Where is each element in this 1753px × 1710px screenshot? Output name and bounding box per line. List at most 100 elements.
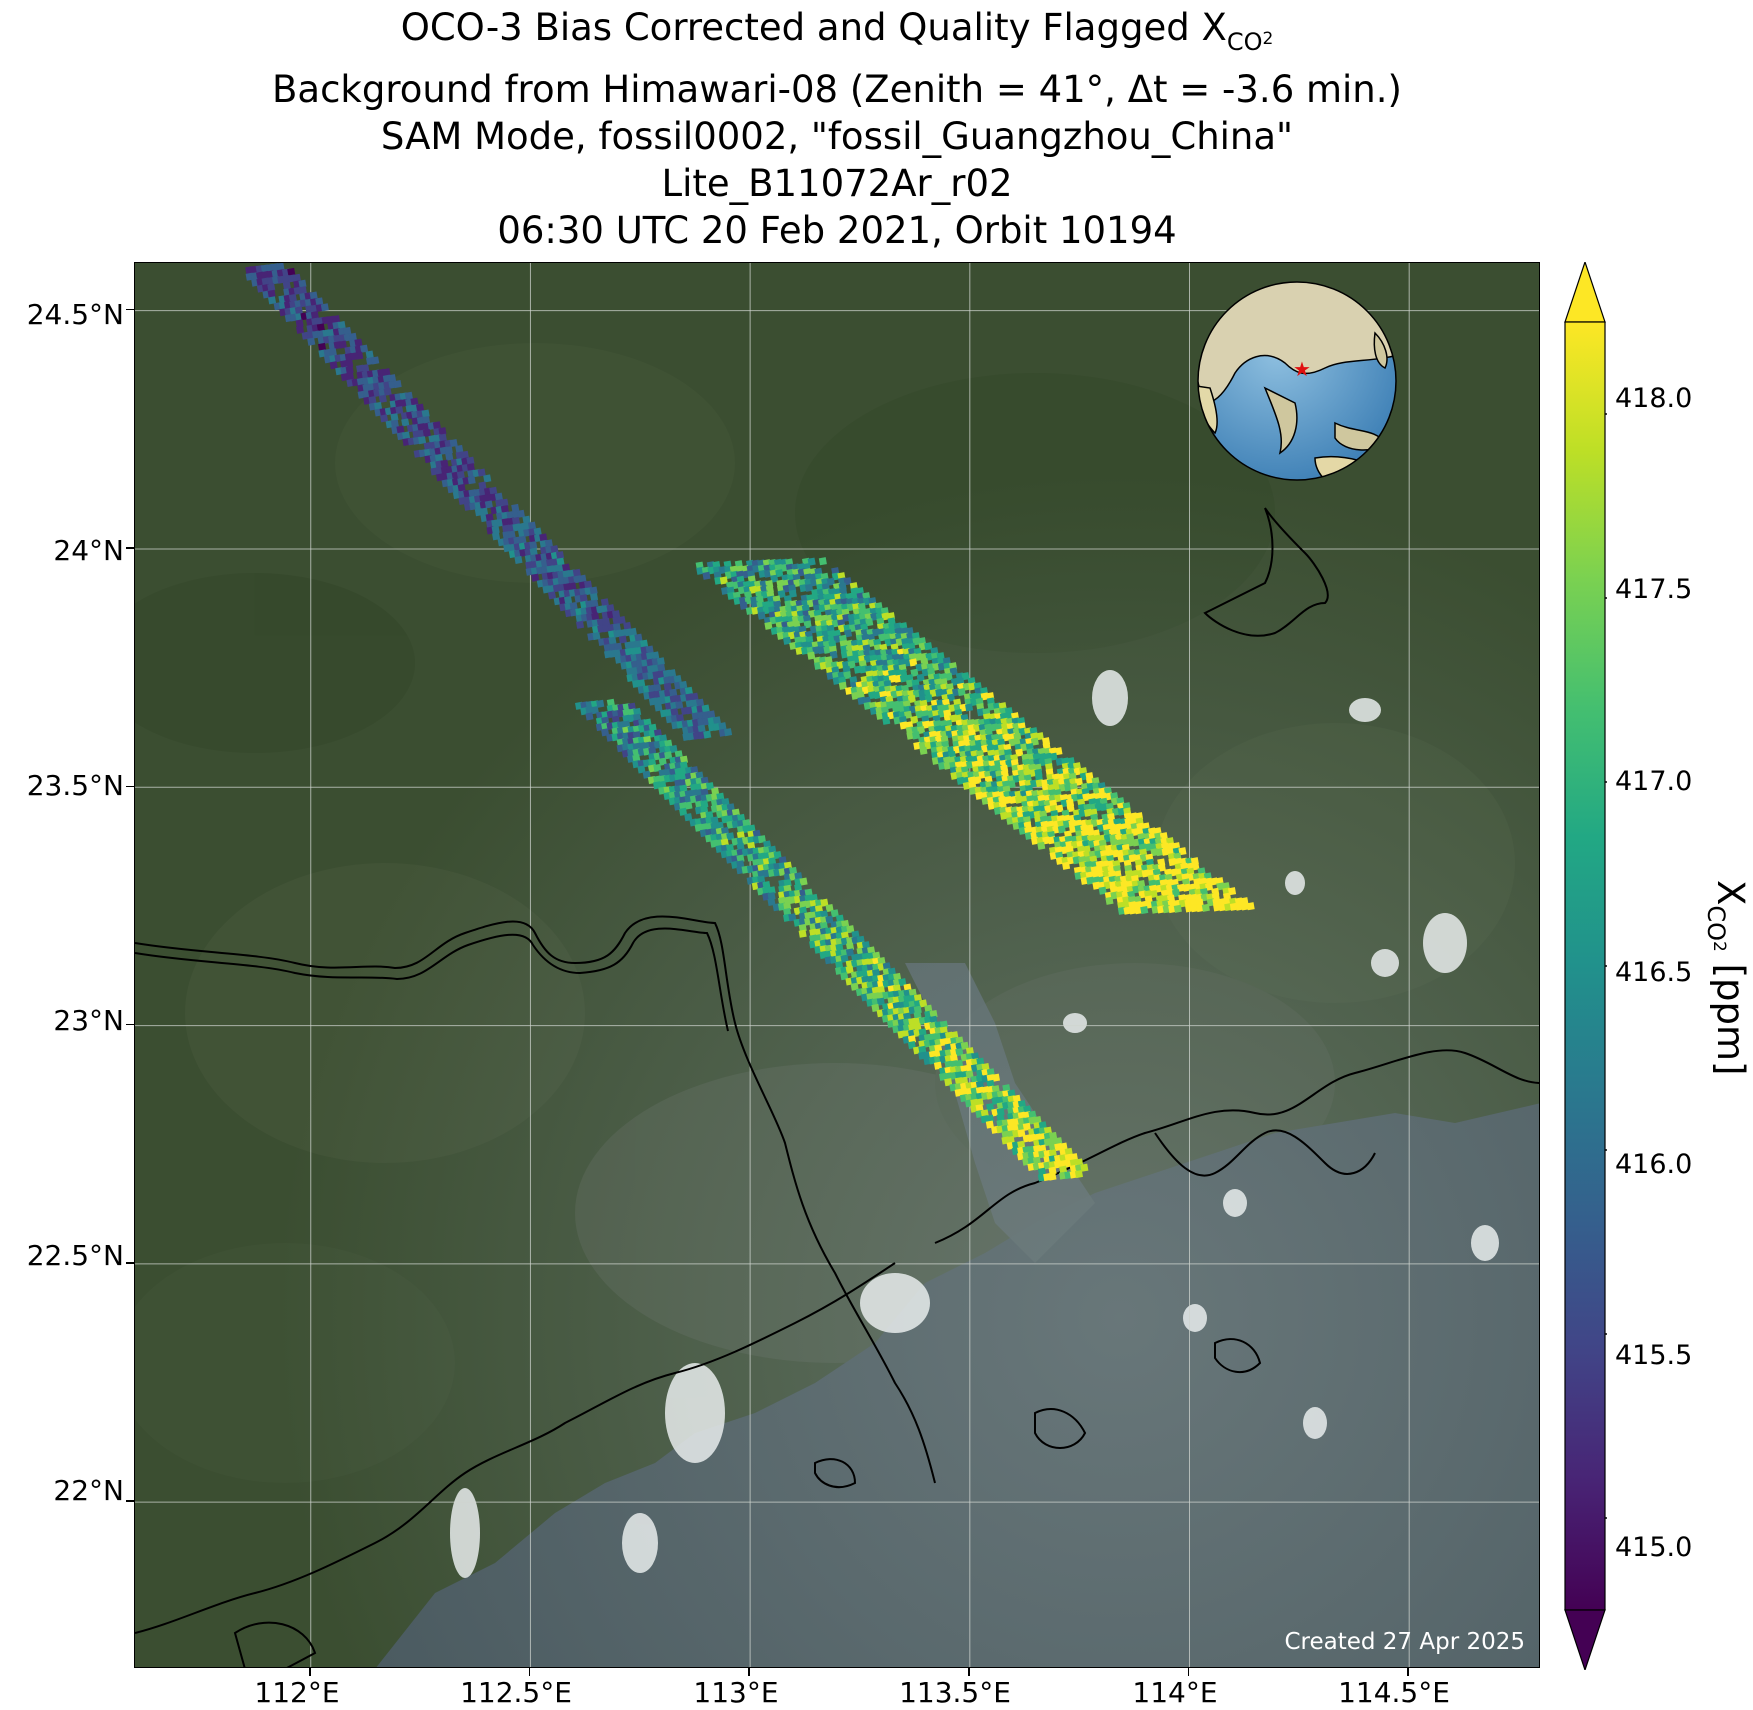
sounding-pixel	[840, 954, 849, 963]
sounding-pixel	[562, 563, 571, 572]
sounding-pixel	[480, 507, 489, 516]
sounding-pixel	[798, 929, 807, 938]
cb-tick-415-5: 415.5	[1615, 1340, 1693, 1371]
sounding-pixel	[670, 708, 679, 717]
sounding-pixel	[466, 463, 475, 472]
sounding-pixel	[957, 687, 966, 697]
y-tick-mark-0	[126, 308, 134, 311]
sounding-pixel	[719, 576, 728, 585]
sounding-pixel	[642, 770, 651, 779]
sounding-pixel	[360, 344, 369, 353]
sounding-pixel	[296, 325, 305, 334]
sounding-pixel	[328, 348, 337, 357]
sounding-pixel	[512, 516, 521, 525]
sounding-pixel	[338, 340, 347, 349]
sounding-pixel	[960, 1041, 969, 1050]
sounding-pixel	[307, 337, 316, 346]
sounding-pixel	[378, 394, 387, 403]
sounding-pixel	[961, 672, 970, 681]
sounding-pixel	[909, 658, 918, 667]
sounding-pixel	[1055, 804, 1064, 813]
sounding-pixel	[596, 699, 605, 708]
title-line-1: OCO-3 Bias Corrected and Quality Flagged…	[400, 6, 1274, 56]
globe-outline	[1197, 281, 1397, 481]
sounding-pixel	[528, 521, 537, 530]
sounding-pixel	[589, 586, 598, 595]
sounding-pixel	[799, 877, 808, 886]
sounding-pixel	[298, 286, 307, 295]
sounding-pixel	[965, 1070, 974, 1079]
sounding-pixel	[1015, 748, 1024, 757]
sounding-pixel	[1037, 841, 1046, 850]
sounding-pixel	[390, 419, 399, 428]
sounding-pixel	[818, 557, 827, 566]
sounding-pixel	[705, 782, 715, 791]
colorbar-extend-top	[1564, 262, 1606, 323]
sounding-pixel	[910, 715, 919, 724]
sounding-pixel	[457, 483, 466, 492]
sounding-pixel	[514, 555, 523, 564]
lat-tick-24: 24°N	[53, 534, 124, 567]
sounding-pixel	[924, 694, 933, 703]
sounding-pixel	[402, 431, 411, 440]
sounding-pixel	[383, 387, 392, 396]
sounding-pixel	[618, 635, 627, 644]
sounding-pixel	[1205, 882, 1214, 891]
sounding-pixel	[634, 633, 643, 642]
title-line-2: Background from Himawari-08 (Zenith = 41…	[272, 68, 1402, 111]
sounding-pixel	[907, 694, 916, 704]
colorbar-tick-marks	[1605, 413, 1607, 1519]
sounding-pixel	[764, 621, 773, 630]
lat-tick-23-5: 23.5°N	[26, 769, 124, 802]
sounding-pixel	[467, 476, 476, 485]
cb-tick-418-0: 418.0	[1615, 383, 1693, 414]
sounding-pixel	[654, 703, 663, 712]
title-line-4: Lite_B11072Ar_r02	[661, 162, 1013, 205]
sounding-pixel	[533, 527, 542, 536]
sounding-pixel	[529, 547, 538, 556]
sounding-pixel	[507, 530, 516, 539]
sounding-pixel	[511, 503, 520, 512]
sounding-pixel	[395, 405, 404, 415]
sounding-pixel	[1227, 887, 1237, 896]
sounding-pixel	[1066, 804, 1075, 813]
sounding-pixel	[518, 535, 527, 544]
sounding-pixel	[1172, 889, 1181, 898]
sounding-pixel	[986, 1103, 995, 1112]
lat-tick-22: 22°N	[53, 1474, 124, 1507]
sounding-pixel	[1007, 780, 1016, 789]
target-star-marker: ★	[1293, 357, 1311, 381]
sounding-pixel	[576, 620, 585, 629]
sounding-pixel	[460, 450, 469, 459]
sounding-pixel	[1030, 737, 1039, 746]
sounding-pixel	[825, 903, 834, 913]
lake-east	[1203, 507, 1329, 637]
sounding-pixel	[985, 1120, 994, 1129]
sounding-pixel	[1057, 825, 1066, 834]
sounding-pixel	[947, 693, 956, 702]
sounding-pixel	[1017, 1129, 1026, 1138]
sounding-pixel	[292, 273, 301, 282]
sounding-pixel	[924, 642, 933, 651]
lon-tick-113-5: 113.5°E	[899, 1676, 1011, 1709]
sounding-pixel	[829, 650, 838, 659]
sounding-pixel	[826, 577, 835, 586]
sounding-pixel	[368, 395, 377, 405]
colorbar-label: XCO2 [ppm]	[1702, 880, 1752, 1076]
sounding-pixel	[1105, 896, 1114, 905]
lon-tick-113: 113°E	[693, 1676, 779, 1709]
sounding-pixel	[343, 326, 352, 335]
sounding-pixel	[777, 589, 786, 599]
sounding-pixel	[782, 636, 792, 645]
y-tick-mark-2	[126, 785, 134, 788]
cb-tick-417-0: 417.0	[1615, 766, 1693, 797]
sounding-pixel	[337, 320, 346, 330]
sounding-pixel	[1048, 1172, 1057, 1181]
sounding-pixel	[390, 413, 399, 422]
sounding-pixel	[684, 801, 693, 810]
sounding-pixel	[516, 509, 525, 518]
sounding-pixel	[653, 763, 662, 772]
islands-4	[233, 1621, 317, 1667]
coast-hk	[1154, 1129, 1376, 1177]
sounding-pixel	[449, 438, 458, 448]
